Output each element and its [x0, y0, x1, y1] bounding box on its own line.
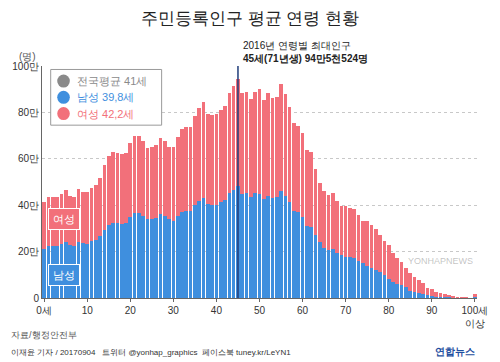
svg-text:30: 30	[168, 305, 180, 316]
svg-text:100만: 100만	[12, 61, 39, 72]
svg-text:여성 42,2세: 여성 42,2세	[77, 108, 134, 120]
svg-text:남성 39,8세: 남성 39,8세	[77, 91, 134, 103]
svg-text:40: 40	[211, 305, 223, 316]
svg-text:50: 50	[254, 305, 266, 316]
svg-text:10: 10	[82, 305, 94, 316]
svg-text:60만: 60만	[18, 153, 39, 164]
svg-text:2016년 연령별 최대인구45세(71년생) 94만5천5: 2016년 연령별 최대인구45세(71년생) 94만5천524명	[243, 40, 368, 64]
svg-text:60: 60	[297, 305, 309, 316]
svg-text:100세이상: 100세이상	[462, 305, 489, 329]
svg-text:자료/행정안전부: 자료/행정안전부	[11, 330, 77, 340]
svg-text:80만: 80만	[18, 107, 39, 118]
svg-text:(명): (명)	[19, 51, 36, 62]
svg-text:20: 20	[125, 305, 137, 316]
svg-text:80: 80	[383, 305, 395, 316]
svg-text:주민등록인구 평균 연령 현황: 주민등록인구 평균 연령 현황	[141, 9, 359, 28]
svg-text:이재윤 기자 / 20170904 트위터 @yonha: 이재윤 기자 / 20170904 트위터 @yonhap_graphics 페…	[11, 348, 291, 357]
svg-text:여성: 여성	[53, 213, 75, 225]
svg-text:40만: 40만	[18, 200, 39, 211]
svg-text:전국평균 41세: 전국평균 41세	[77, 75, 147, 87]
svg-text:70: 70	[340, 305, 352, 316]
svg-text:남성: 남성	[53, 269, 75, 281]
svg-text:90: 90	[426, 305, 438, 316]
svg-text:0세: 0세	[36, 305, 52, 316]
svg-text:YONHAPNEWS: YONHAPNEWS	[408, 256, 473, 266]
svg-text:20만: 20만	[18, 246, 39, 257]
svg-text:0: 0	[33, 293, 39, 304]
svg-text:연합뉴스: 연합뉴스	[435, 346, 475, 357]
